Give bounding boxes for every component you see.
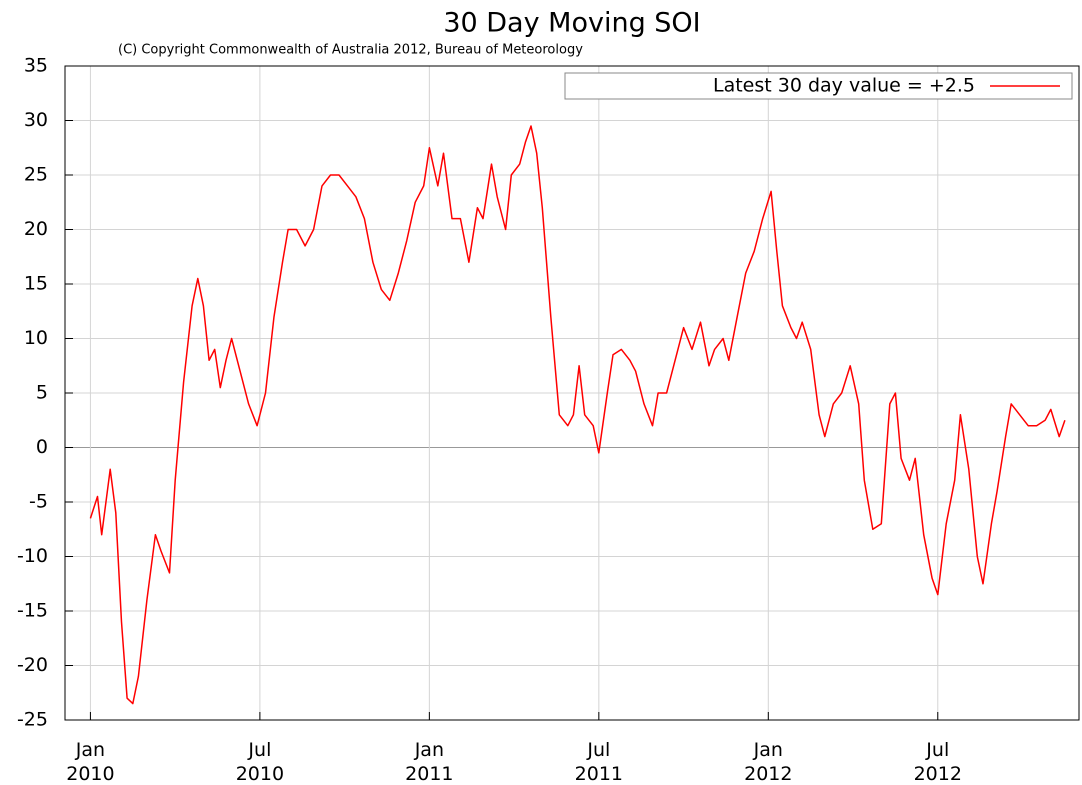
legend: Latest 30 day value = +2.5	[564, 72, 1073, 100]
y-tick-label: -20	[17, 654, 48, 676]
y-tick-label: 20	[24, 218, 48, 240]
chart-title: 30 Day Moving SOI	[443, 8, 700, 39]
chart-subtitle: (C) Copyright Commonwealth of Australia …	[118, 43, 583, 58]
series-line	[89, 125, 1066, 705]
y-tick-label: -15	[17, 600, 48, 622]
x-tick-label: Jul 2010	[236, 739, 284, 785]
y-tick-label: 0	[36, 436, 48, 458]
legend-box	[564, 72, 1073, 100]
y-tick-label: 15	[24, 273, 48, 295]
legend-label: Latest 30 day value = +2.5	[713, 75, 975, 97]
plot-frame	[64, 65, 1080, 721]
y-tick-label: 5	[36, 382, 48, 404]
y-tick-label: -5	[29, 491, 48, 513]
x-tick-label: Jul 2011	[575, 739, 623, 785]
y-tick-label: 35	[24, 55, 48, 77]
x-tick-label: Jan 2011	[405, 739, 453, 785]
y-tick-label: 10	[24, 327, 48, 349]
y-tick-label: -10	[17, 545, 48, 567]
x-tick-label: Jan 2012	[744, 739, 792, 785]
y-tick-label: 30	[24, 109, 48, 131]
y-tick-label: 25	[24, 164, 48, 186]
x-tick-label: Jan 2010	[66, 739, 114, 785]
y-tick-label: -25	[17, 709, 48, 731]
x-tick-label: Jul 2012	[914, 739, 962, 785]
